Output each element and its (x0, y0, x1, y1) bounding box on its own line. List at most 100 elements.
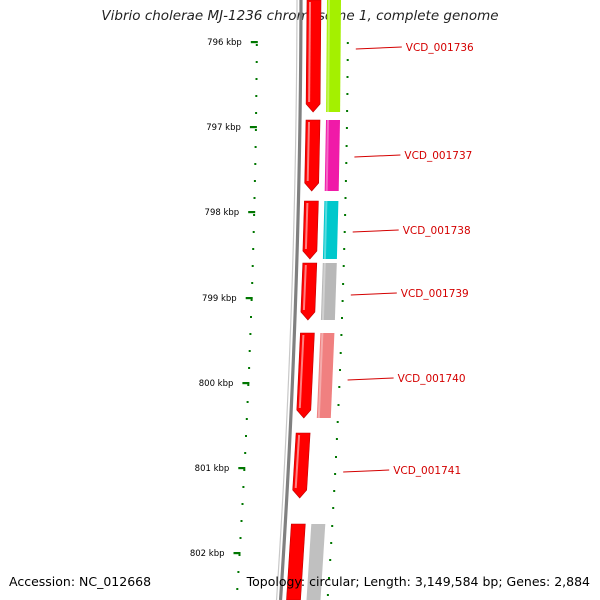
gene-arrow-highlight (298, 334, 305, 409)
backbone-shadow (275, 0, 298, 600)
gene-block-highlight (325, 119, 329, 192)
minor-tick-right (338, 386, 341, 388)
gene-arrow-highlight (306, 121, 310, 182)
forward-gene-arrow (300, 262, 318, 321)
minor-tick (248, 367, 251, 369)
tick-label: 800 kbp (199, 379, 234, 389)
minor-tick (236, 588, 239, 590)
minor-tick-right (345, 127, 348, 129)
minor-tick (253, 197, 256, 199)
minor-tick-right (330, 542, 333, 544)
backbone-line (278, 0, 303, 600)
minor-tick (240, 520, 243, 522)
minor-tick (249, 333, 252, 335)
minor-tick (255, 61, 258, 63)
tick-label: 798 kbp (205, 208, 240, 218)
gene-block-highlight (323, 200, 328, 260)
minor-tick (255, 44, 258, 46)
minor-tick (250, 316, 252, 318)
forward-gene-arrow (302, 200, 319, 260)
minor-tick-right (345, 162, 348, 164)
minor-tick (239, 537, 242, 539)
minor-tick (242, 486, 245, 488)
minor-tick-right (342, 265, 345, 267)
gene-arrow-highlight (294, 434, 301, 489)
gene-leader-line (352, 229, 399, 233)
gene-label: VCD_001737 (404, 150, 472, 162)
minor-tick (252, 231, 255, 233)
minor-tick-right (332, 507, 335, 509)
tick-label: 797 kbp (206, 123, 241, 133)
minor-tick-right (342, 283, 345, 285)
minor-tick-right (341, 300, 344, 302)
minor-tick-right (337, 404, 340, 406)
minor-tick-right (335, 456, 337, 458)
gene-color-block (322, 201, 339, 259)
minor-tick-right (345, 145, 348, 147)
minor-tick-right (343, 231, 346, 233)
gene-label: VCD_001741 (393, 465, 461, 477)
tick-label: 802 kbp (190, 549, 225, 559)
minor-tick-right (346, 59, 349, 61)
minor-tick (238, 554, 241, 556)
minor-tick-right (339, 369, 341, 371)
minor-tick-right (343, 248, 346, 250)
gene-color-block (324, 120, 340, 191)
gene-block-highlight (327, 0, 330, 113)
minor-tick (255, 112, 258, 114)
minor-tick-right (346, 76, 349, 78)
minor-tick-right (346, 93, 349, 95)
minor-tick-right (341, 317, 343, 319)
tick-label: 796 kbp (207, 38, 242, 48)
major-tick (245, 297, 253, 300)
minor-tick (247, 384, 250, 386)
minor-tick-right (335, 438, 338, 440)
major-tick (248, 211, 256, 214)
gene-block-highlight (321, 262, 326, 321)
gene-arrow-highlight (302, 264, 307, 311)
minor-tick (241, 503, 244, 505)
major-tick (242, 382, 250, 385)
minor-tick-right (344, 180, 347, 182)
minor-tick-right (328, 577, 330, 579)
minor-tick (253, 180, 256, 182)
minor-tick (254, 146, 257, 148)
gene-color-block (316, 333, 335, 418)
major-tick (238, 467, 246, 470)
minor-tick (254, 163, 257, 165)
minor-tick (254, 129, 257, 131)
gene-label: VCD_001739 (401, 288, 469, 300)
minor-tick (243, 469, 246, 471)
genome-summary-text: Topology: circular; Length: 3,149,584 bp… (246, 574, 590, 589)
minor-tick-right (336, 421, 339, 423)
gene-label: VCD_001740 (398, 373, 466, 385)
gene-leader-line (347, 377, 394, 381)
gene-block-highlight (317, 332, 324, 419)
gene-leader-line (343, 469, 390, 473)
minor-tick-right (344, 197, 347, 199)
minor-tick (248, 350, 251, 352)
minor-tick-right (340, 334, 343, 336)
minor-tick (237, 571, 240, 573)
minor-tick-right (331, 525, 334, 527)
minor-tick (250, 299, 253, 301)
gene-label: VCD_001736 (406, 42, 474, 54)
major-tick (249, 126, 257, 129)
gene-color-block (320, 263, 337, 320)
gene-color-block-partial (306, 524, 326, 600)
minor-tick-right (346, 110, 349, 112)
minor-tick (251, 282, 254, 284)
tick-label: 801 kbp (195, 464, 230, 474)
gene-label: VCD_001738 (403, 225, 471, 237)
major-tick (250, 41, 258, 44)
minor-tick (255, 95, 258, 97)
minor-tick (252, 248, 255, 250)
gene-arrow-highlight (308, 1, 311, 103)
minor-tick (245, 435, 247, 437)
forward-gene-arrow-partial (286, 523, 306, 600)
minor-tick-right (326, 594, 329, 596)
accession-text: Accession: NC_012668 (9, 574, 152, 589)
minor-tick (246, 401, 249, 403)
